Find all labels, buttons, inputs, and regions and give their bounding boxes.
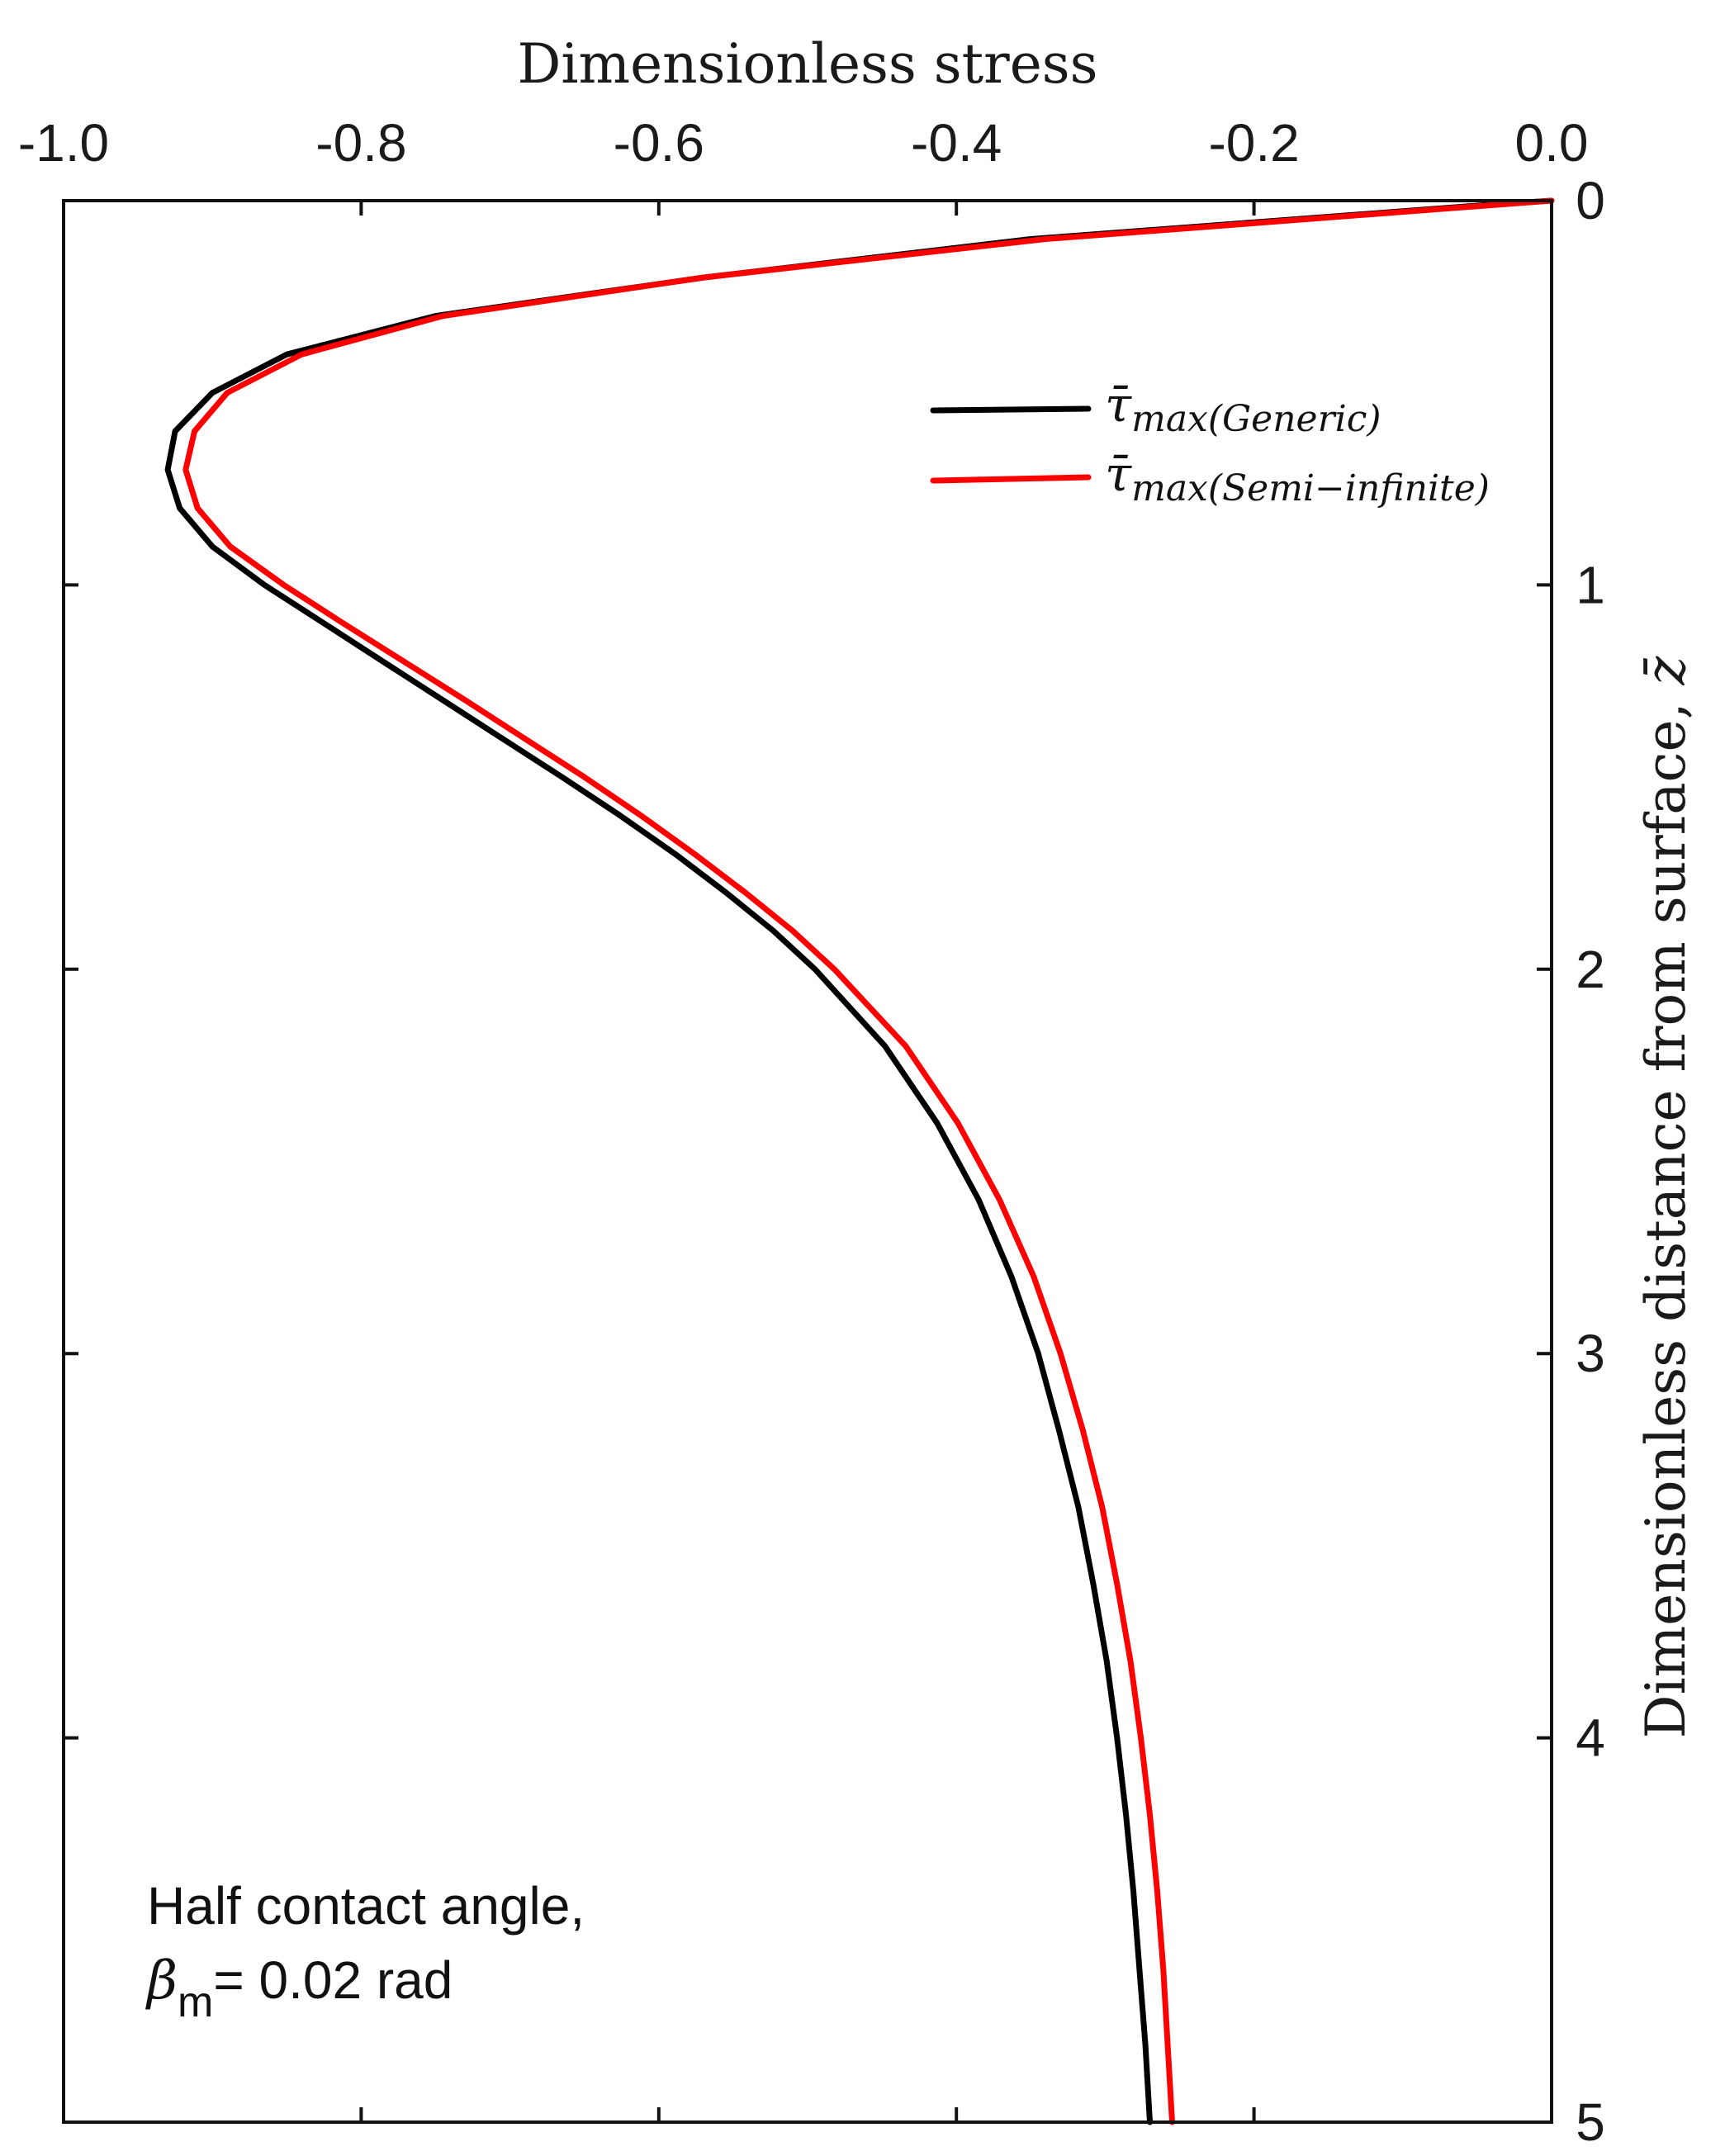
- y-tick-label: 5: [1576, 2092, 1605, 2152]
- background: [0, 0, 1725, 2156]
- y-tick-label: 1: [1576, 555, 1605, 614]
- annotation-beta-symbol: β: [145, 1950, 178, 2011]
- annotation-beta-value: = 0.02 rad: [213, 1950, 453, 2010]
- y-tick-label: 2: [1576, 940, 1605, 999]
- y-axis-title-symbol: z̄: [1634, 655, 1698, 685]
- x-tick-label: -0.6: [614, 113, 704, 173]
- chart: Dimensionless stress Dimensionless dista…: [0, 0, 1725, 2156]
- annotation-line-1: Half contact angle,: [147, 1876, 585, 1936]
- legend-symbol-semi-infinite: τ̄: [1105, 446, 1132, 502]
- y-tick-label: 4: [1576, 1708, 1605, 1768]
- y-tick-label: 3: [1576, 1324, 1605, 1383]
- legend-subscript-semi-infinite: max(Semi−infinite): [1131, 467, 1490, 509]
- annotation-beta-subscript: m: [178, 1978, 213, 2026]
- y-tick-label: 0: [1576, 171, 1605, 230]
- x-tick-label: 0.0: [1515, 113, 1589, 173]
- x-tick-label: -0.2: [1208, 113, 1299, 173]
- x-tick-label: -1.0: [18, 113, 109, 173]
- legend-subscript-generic: max(Generic): [1131, 398, 1381, 440]
- y-axis-title: Dimensionless distance from surface, z̄: [1634, 655, 1698, 1738]
- legend-swatch-generic: [933, 409, 1088, 410]
- x-axis-title: Dimensionless stress: [517, 32, 1097, 96]
- x-tick-label: -0.4: [911, 113, 1002, 173]
- legend-swatch-semi-infinite: [933, 477, 1088, 481]
- x-tick-label: -0.8: [315, 113, 406, 173]
- y-axis-title-text: Dimensionless distance from surface,: [1634, 685, 1698, 1738]
- legend-symbol-generic: τ̄: [1105, 377, 1132, 433]
